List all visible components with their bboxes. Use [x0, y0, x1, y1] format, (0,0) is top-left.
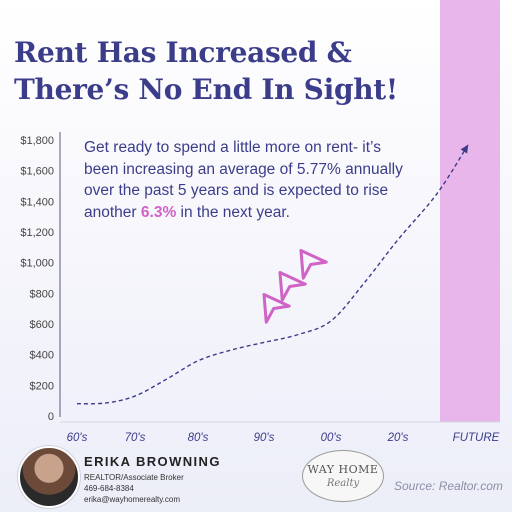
future-highlight-band: [440, 0, 500, 422]
way-home-realty-logo: WAY HOME Realty: [302, 450, 384, 502]
agent-phone: 469-684-8384: [84, 484, 134, 493]
body-suffix: in the next year.: [176, 203, 290, 221]
agent-title: REALTOR/Associate Broker: [84, 473, 184, 482]
x-tick-label: 00's: [321, 432, 342, 444]
trend-arrowhead: [460, 144, 469, 154]
body-paragraph: Get ready to spend a little more on rent…: [84, 137, 414, 223]
footer: ERIKA BROWNING REALTOR/Associate Broker …: [0, 438, 512, 512]
y-tick-label: $600: [30, 319, 54, 331]
arrow-outline: [299, 249, 328, 280]
y-tick-label: $1,800: [20, 135, 54, 147]
y-axis: $1,800 $1,600 $1,400 $1,200 $1,000 $800 $600 $4…: [20, 132, 61, 423]
source-credit: Source: Realtor.com: [394, 479, 503, 493]
x-tick-label: 80's: [188, 432, 209, 444]
headline-line-1: Rent Has Increased &: [14, 36, 352, 69]
arrow-outline: [278, 271, 307, 302]
pink-arrow-icon: [278, 271, 307, 302]
body-text: Get ready to spend a little more on rent…: [84, 139, 403, 221]
y-tick-label: $1,000: [20, 258, 54, 270]
y-tick-label: $400: [30, 350, 54, 362]
x-tick-label: FUTURE: [453, 432, 500, 444]
y-tick-label: 0: [48, 411, 54, 423]
body-highlight-percent: 6.3%: [140, 203, 177, 221]
x-tick-label: 60's: [67, 432, 88, 444]
x-tick-label: 70's: [125, 432, 146, 444]
agent-email: erika@wayhomerealty.com: [84, 495, 181, 504]
agent-name: ERIKA BROWNING: [84, 454, 221, 469]
y-tick-label: $1,200: [20, 227, 54, 239]
pink-arrow-icon: [299, 249, 328, 280]
pink-arrow-icon: [262, 293, 291, 324]
y-tick-label: $1,400: [20, 196, 54, 208]
x-tick-label: 20's: [387, 432, 409, 444]
y-tick-label: $200: [30, 380, 54, 392]
logo-line-2: Realty: [326, 478, 360, 489]
rent-trend-line: [76, 144, 469, 405]
y-tick-label: $1,600: [20, 166, 54, 178]
headline: Rent Has Increased & There’s No End In S…: [14, 34, 454, 108]
x-axis: 60's 70's 80's 90's 00's 20's FUTURE: [60, 421, 500, 444]
y-tick-label: $800: [30, 288, 54, 300]
decor: [262, 249, 328, 324]
logo-line-1: WAY HOME: [307, 463, 379, 476]
headline-line-2: There’s No End In Sight!: [14, 73, 398, 106]
x-tick-label: 90's: [254, 432, 275, 444]
arrow-outline: [262, 293, 291, 324]
agent-avatar: [18, 446, 80, 508]
series: [76, 144, 469, 405]
